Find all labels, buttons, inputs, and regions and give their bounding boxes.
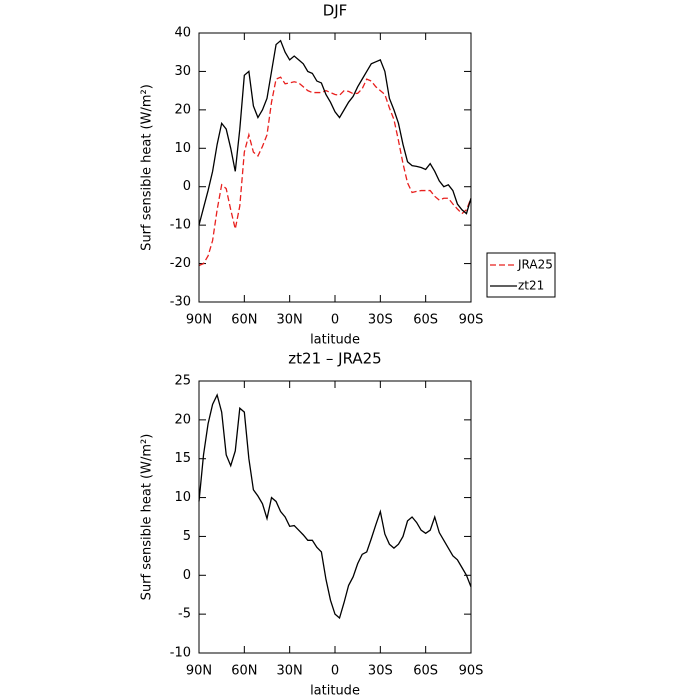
x-tick-label: 60N bbox=[231, 313, 257, 328]
y-axis-label: Surf sensible heat (W/m²) bbox=[140, 434, 155, 601]
x-axis-label: latitude bbox=[310, 333, 360, 348]
plot-frame bbox=[198, 380, 472, 654]
x-tick-label: 30S bbox=[368, 664, 393, 679]
y-tick-label: -10 bbox=[170, 218, 191, 233]
x-tick-label: 30N bbox=[277, 664, 303, 679]
x-tick-label: 30S bbox=[368, 313, 393, 328]
x-tick-label: 90N bbox=[186, 313, 212, 328]
y-tick-label: -30 bbox=[170, 295, 191, 310]
plot-frame bbox=[198, 32, 472, 303]
y-tick-label: 30 bbox=[174, 64, 191, 79]
y-axis-label: Surf sensible heat (W/m²) bbox=[140, 84, 155, 251]
y-tick-label: 10 bbox=[174, 490, 191, 505]
y-tick-label: 40 bbox=[174, 26, 191, 41]
x-tick-label: 60S bbox=[413, 664, 438, 679]
data-line bbox=[198, 39, 472, 226]
y-tick-label: 0 bbox=[183, 179, 191, 194]
legend-label: zt21 bbox=[518, 279, 544, 293]
y-tick-label: -20 bbox=[170, 256, 191, 271]
chart-title: DJF bbox=[323, 2, 348, 20]
chart-title: zt21 – JRA25 bbox=[288, 350, 381, 368]
x-tick-label: 0 bbox=[331, 664, 339, 679]
legend-label: JRA25 bbox=[517, 258, 553, 272]
x-tick-label: 60S bbox=[413, 313, 438, 328]
x-tick-label: 90S bbox=[459, 664, 484, 679]
x-tick-label: 0 bbox=[331, 313, 339, 328]
y-tick-label: -5 bbox=[178, 607, 191, 622]
y-tick-label: 20 bbox=[174, 102, 191, 117]
y-tick-label: -10 bbox=[170, 646, 191, 661]
y-tick-label: 25 bbox=[174, 374, 191, 389]
y-tick-label: 0 bbox=[183, 568, 191, 583]
x-tick-label: 90N bbox=[186, 664, 212, 679]
y-tick-label: 20 bbox=[174, 412, 191, 427]
x-axis-label: latitude bbox=[310, 684, 360, 699]
x-tick-label: 90S bbox=[459, 313, 484, 328]
legend-box bbox=[486, 252, 556, 298]
y-tick-label: 5 bbox=[183, 529, 191, 544]
data-line bbox=[198, 393, 472, 620]
x-tick-label: 30N bbox=[277, 313, 303, 328]
data-line bbox=[198, 76, 472, 267]
y-tick-label: 10 bbox=[174, 141, 191, 156]
x-tick-label: 60N bbox=[231, 664, 257, 679]
y-tick-label: 15 bbox=[174, 451, 191, 466]
